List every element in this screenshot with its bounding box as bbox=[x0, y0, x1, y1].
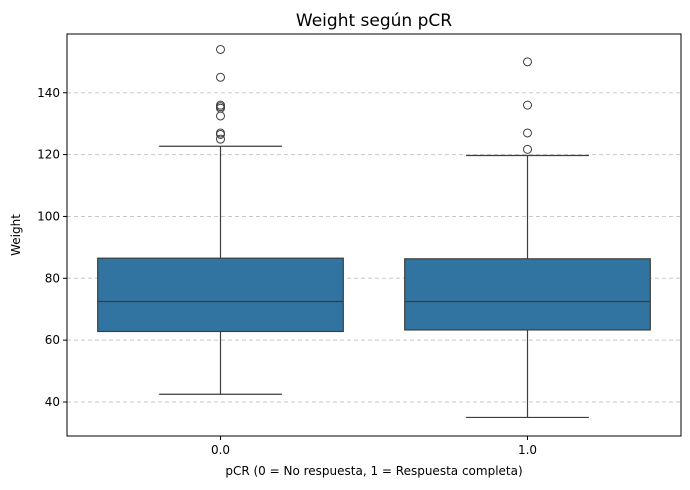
outlier-point bbox=[523, 100, 532, 110]
iqr-box bbox=[97, 257, 344, 333]
box-group bbox=[404, 57, 651, 419]
y-tick-label: 40 bbox=[45, 395, 60, 409]
y-tick-label: 120 bbox=[37, 148, 60, 162]
outlier-point bbox=[216, 134, 225, 144]
outlier-point bbox=[216, 111, 225, 121]
outlier-point bbox=[216, 128, 225, 138]
y-tick-label: 100 bbox=[37, 209, 60, 223]
outlier-point bbox=[523, 57, 532, 67]
x-tick-label: 1.0 bbox=[518, 443, 537, 457]
chart-title: Weight según pCR bbox=[296, 11, 452, 31]
outlier-point bbox=[523, 128, 532, 138]
y-tick-label: 140 bbox=[37, 86, 60, 100]
outlier-point bbox=[523, 144, 532, 154]
y-tick-label: 60 bbox=[45, 333, 60, 347]
iqr-box bbox=[404, 258, 651, 331]
outlier-point bbox=[216, 44, 225, 54]
outlier-point bbox=[216, 100, 225, 110]
y-tick-label: 80 bbox=[45, 271, 60, 285]
box-group bbox=[97, 44, 344, 395]
outlier-point bbox=[216, 72, 225, 82]
x-axis-label: pCR (0 = No respuesta, 1 = Respuesta com… bbox=[225, 464, 522, 478]
y-axis-label: Weight bbox=[9, 214, 23, 256]
plot-frame bbox=[66, 33, 682, 437]
grid-lines bbox=[67, 92, 681, 403]
boxes bbox=[97, 44, 651, 419]
y-axis: 40 60 80 100 120 140 bbox=[37, 86, 67, 409]
x-axis: 0.0 1.0 bbox=[211, 436, 537, 457]
x-tick-label: 0.0 bbox=[211, 443, 230, 457]
